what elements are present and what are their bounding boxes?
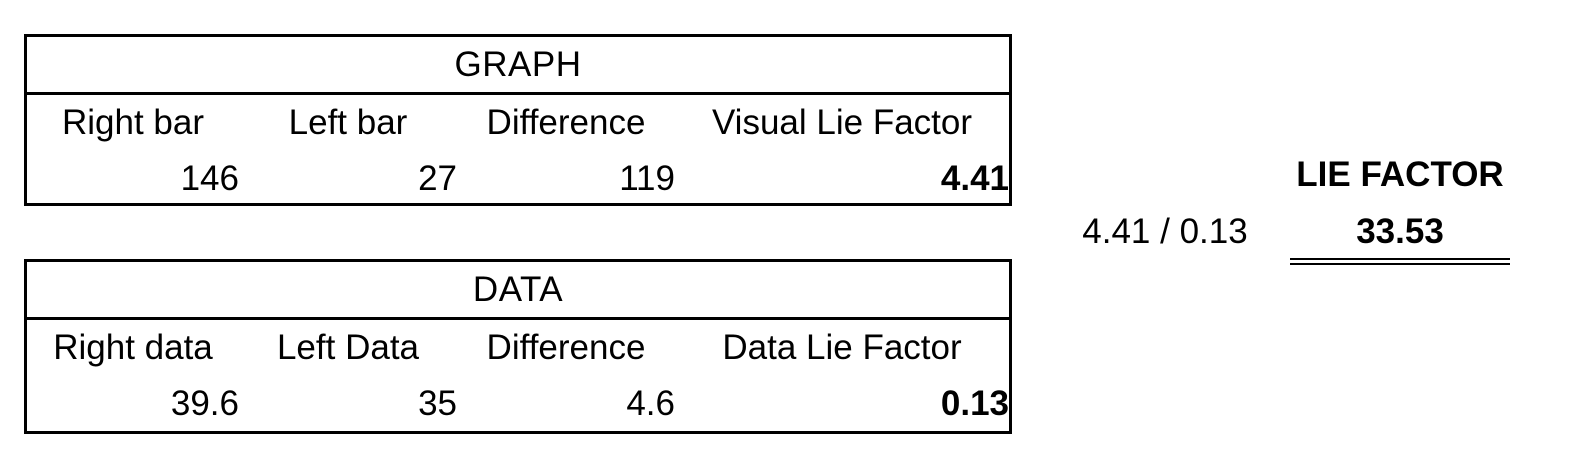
graph-table-title: GRAPH <box>27 37 1009 95</box>
header-cell: Difference <box>486 103 646 142</box>
value-cell: 27 <box>418 159 457 198</box>
data-table: DATA Right data Left Data Difference Dat… <box>24 259 1012 434</box>
header-cell: Right data <box>53 328 213 367</box>
graph-value-row: 146 27 119 4.41 <box>27 151 1009 207</box>
data-header-row: Right data Left Data Difference Data Lie… <box>27 320 1009 376</box>
header-cell: Left bar <box>288 103 408 142</box>
header-cell: Visual Lie Factor <box>711 103 973 142</box>
header-cell: Left Data <box>276 328 420 367</box>
header-cell: Right bar <box>61 103 205 142</box>
value-cell: 39.6 <box>170 384 239 423</box>
lie-factor-title: LIE FACTOR <box>1296 155 1504 194</box>
data-lie-factor-value: 0.13 <box>940 384 1009 423</box>
lie-factor-formula: 4.41 / 0.13 <box>1082 212 1248 251</box>
header-cell: Data Lie Factor <box>722 328 962 367</box>
header-cell: Difference <box>486 328 646 367</box>
value-cell: 146 <box>180 159 239 198</box>
visual-lie-factor-value: 4.41 <box>940 159 1009 198</box>
value-cell: 4.6 <box>626 384 675 423</box>
value-cell: 119 <box>619 159 675 198</box>
graph-table: GRAPH Right bar Left bar Difference Visu… <box>24 34 1012 206</box>
data-value-row: 39.6 35 4.6 0.13 <box>27 376 1009 432</box>
lie-factor-result: 33.53 <box>1356 212 1444 251</box>
result-double-underline <box>1290 258 1510 265</box>
value-cell: 35 <box>418 384 457 423</box>
data-table-title: DATA <box>27 262 1009 320</box>
graph-header-row: Right bar Left bar Difference Visual Lie… <box>27 95 1009 151</box>
